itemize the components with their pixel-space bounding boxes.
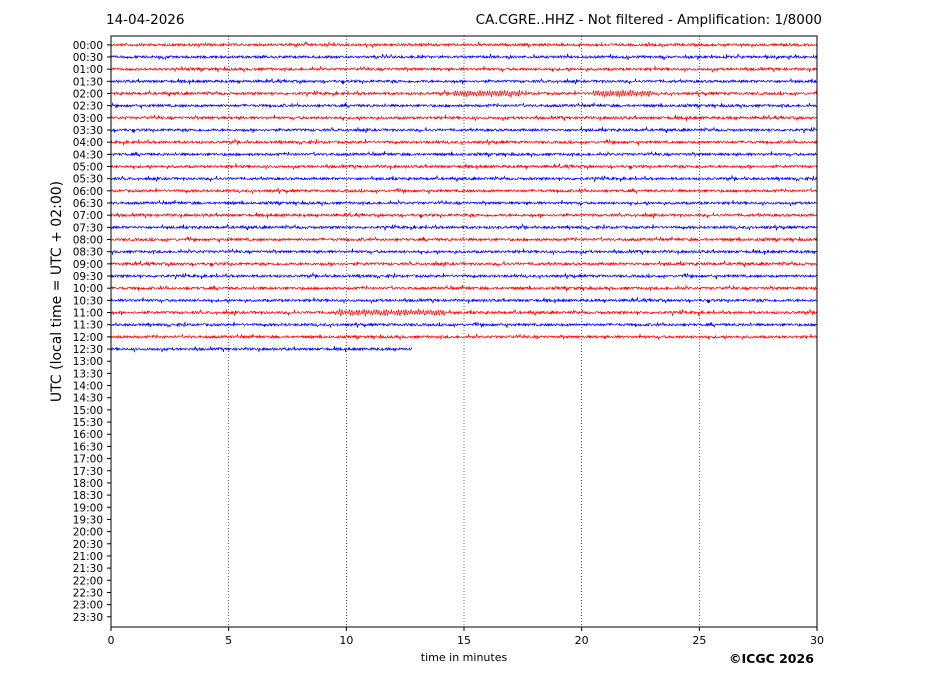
y-tick-label: 22:00 <box>73 575 103 587</box>
y-tick-label: 14:00 <box>73 381 103 393</box>
trace-row-0930 <box>110 271 818 280</box>
date-label: 14-04-2026 <box>106 12 185 28</box>
y-tick-label: 23:30 <box>73 612 103 624</box>
y-axis-ticks: 00:0000:3001:0001:3002:0002:3003:0003:30… <box>73 40 111 624</box>
y-tick-label: 12:00 <box>73 332 103 344</box>
trace-row-1200 <box>110 333 818 341</box>
x-tick-label: 20 <box>575 634 589 647</box>
y-tick-label: 11:00 <box>73 308 103 320</box>
y-tick-label: 10:00 <box>73 283 103 295</box>
trace-row-0300 <box>110 114 818 122</box>
trace-row-0400 <box>110 137 818 146</box>
y-tick-label: 16:30 <box>73 441 103 453</box>
y-tick-label: 02:00 <box>73 88 103 100</box>
trace-row-0900 <box>110 259 818 268</box>
y-tick-label: 06:30 <box>73 198 103 210</box>
y-tick-label: 01:30 <box>73 76 103 88</box>
y-tick-label: 13:00 <box>73 356 103 368</box>
y-axis-label: UTC (local time = UTC + 02:00) <box>49 181 65 402</box>
plot-frame <box>110 35 818 628</box>
trace-row-1000 <box>110 284 818 292</box>
y-tick-label: 08:00 <box>73 235 103 247</box>
y-tick-label: 18:30 <box>73 490 103 502</box>
y-tick-label: 21:30 <box>73 563 103 575</box>
y-tick-label: 23:00 <box>73 600 103 612</box>
trace-row-0700 <box>110 211 818 219</box>
x-tick-label: 5 <box>225 634 232 647</box>
y-tick-label: 21:00 <box>73 551 103 563</box>
x-axis-ticks: 0 5 10 15 20 25 30 <box>108 627 824 647</box>
y-tick-label: 01:00 <box>73 64 103 76</box>
x-axis-label: time in minutes <box>421 651 508 664</box>
y-tick-label: 15:00 <box>73 405 103 417</box>
trace-row-0600 <box>110 187 818 195</box>
trace-row-0330 <box>110 125 818 134</box>
y-tick-label: 00:30 <box>73 52 103 64</box>
y-tick-label: 17:30 <box>73 466 103 478</box>
x-tick-label: 30 <box>810 634 824 647</box>
y-tick-label: 15:30 <box>73 417 103 429</box>
y-tick-label: 12:30 <box>73 344 103 356</box>
x-tick-label: 10 <box>339 634 353 647</box>
y-tick-label: 03:30 <box>73 125 103 137</box>
y-tick-label: 16:00 <box>73 429 103 441</box>
trace-row-1100 <box>110 308 818 318</box>
y-tick-label: 20:00 <box>73 527 103 539</box>
trace-row-0730 <box>110 223 818 231</box>
x-tick-label: 15 <box>457 634 471 647</box>
y-tick-label: 18:00 <box>73 478 103 490</box>
chart-title: CA.CGRE..HHZ - Not filtered - Amplificat… <box>475 12 822 28</box>
trace-row-0430 <box>110 150 818 158</box>
y-tick-label: 03:00 <box>73 113 103 125</box>
trace-row-0000 <box>110 40 818 49</box>
trace-row-1030 <box>110 297 818 305</box>
y-tick-label: 05:30 <box>73 174 103 186</box>
gridlines <box>228 36 700 627</box>
y-tick-label: 19:00 <box>73 502 103 514</box>
y-tick-label: 10:30 <box>73 295 103 307</box>
trace-row-0800 <box>110 235 818 244</box>
y-tick-label: 17:00 <box>73 454 103 466</box>
trace-row-0500 <box>110 163 818 171</box>
y-tick-label: 13:30 <box>73 368 103 380</box>
trace-row-0830 <box>110 247 818 256</box>
trace-row-0030 <box>110 53 818 61</box>
y-tick-label: 05:00 <box>73 162 103 174</box>
y-tick-label: 22:30 <box>73 587 103 599</box>
y-tick-label: 04:00 <box>73 137 103 149</box>
seismic-traces <box>110 40 818 353</box>
trace-row-0100 <box>110 65 818 73</box>
x-tick-label: 25 <box>692 634 706 647</box>
trace-row-0130 <box>110 77 818 85</box>
y-tick-label: 19:30 <box>73 514 103 526</box>
y-tick-label: 20:30 <box>73 539 103 551</box>
y-tick-label: 07:30 <box>73 222 103 234</box>
trace-row-0530 <box>110 174 818 182</box>
credit-label: ©ICGC 2026 <box>729 651 814 666</box>
trace-row-0630 <box>110 199 818 207</box>
y-tick-label: 00:00 <box>73 40 103 52</box>
y-tick-label: 09:30 <box>73 271 103 283</box>
x-tick-label: 0 <box>108 634 115 647</box>
trace-row-0230 <box>110 102 818 110</box>
y-tick-label: 07:00 <box>73 210 103 222</box>
trace-row-0200 <box>110 88 818 99</box>
y-tick-label: 08:30 <box>73 247 103 259</box>
y-tick-label: 14:30 <box>73 393 103 405</box>
trace-row-1230 <box>110 346 413 353</box>
y-tick-label: 11:30 <box>73 320 103 332</box>
y-tick-label: 04:30 <box>73 149 103 161</box>
trace-row-1130 <box>110 321 818 329</box>
y-tick-label: 09:00 <box>73 259 103 271</box>
y-tick-label: 06:00 <box>73 186 103 198</box>
y-tick-label: 02:30 <box>73 101 103 113</box>
